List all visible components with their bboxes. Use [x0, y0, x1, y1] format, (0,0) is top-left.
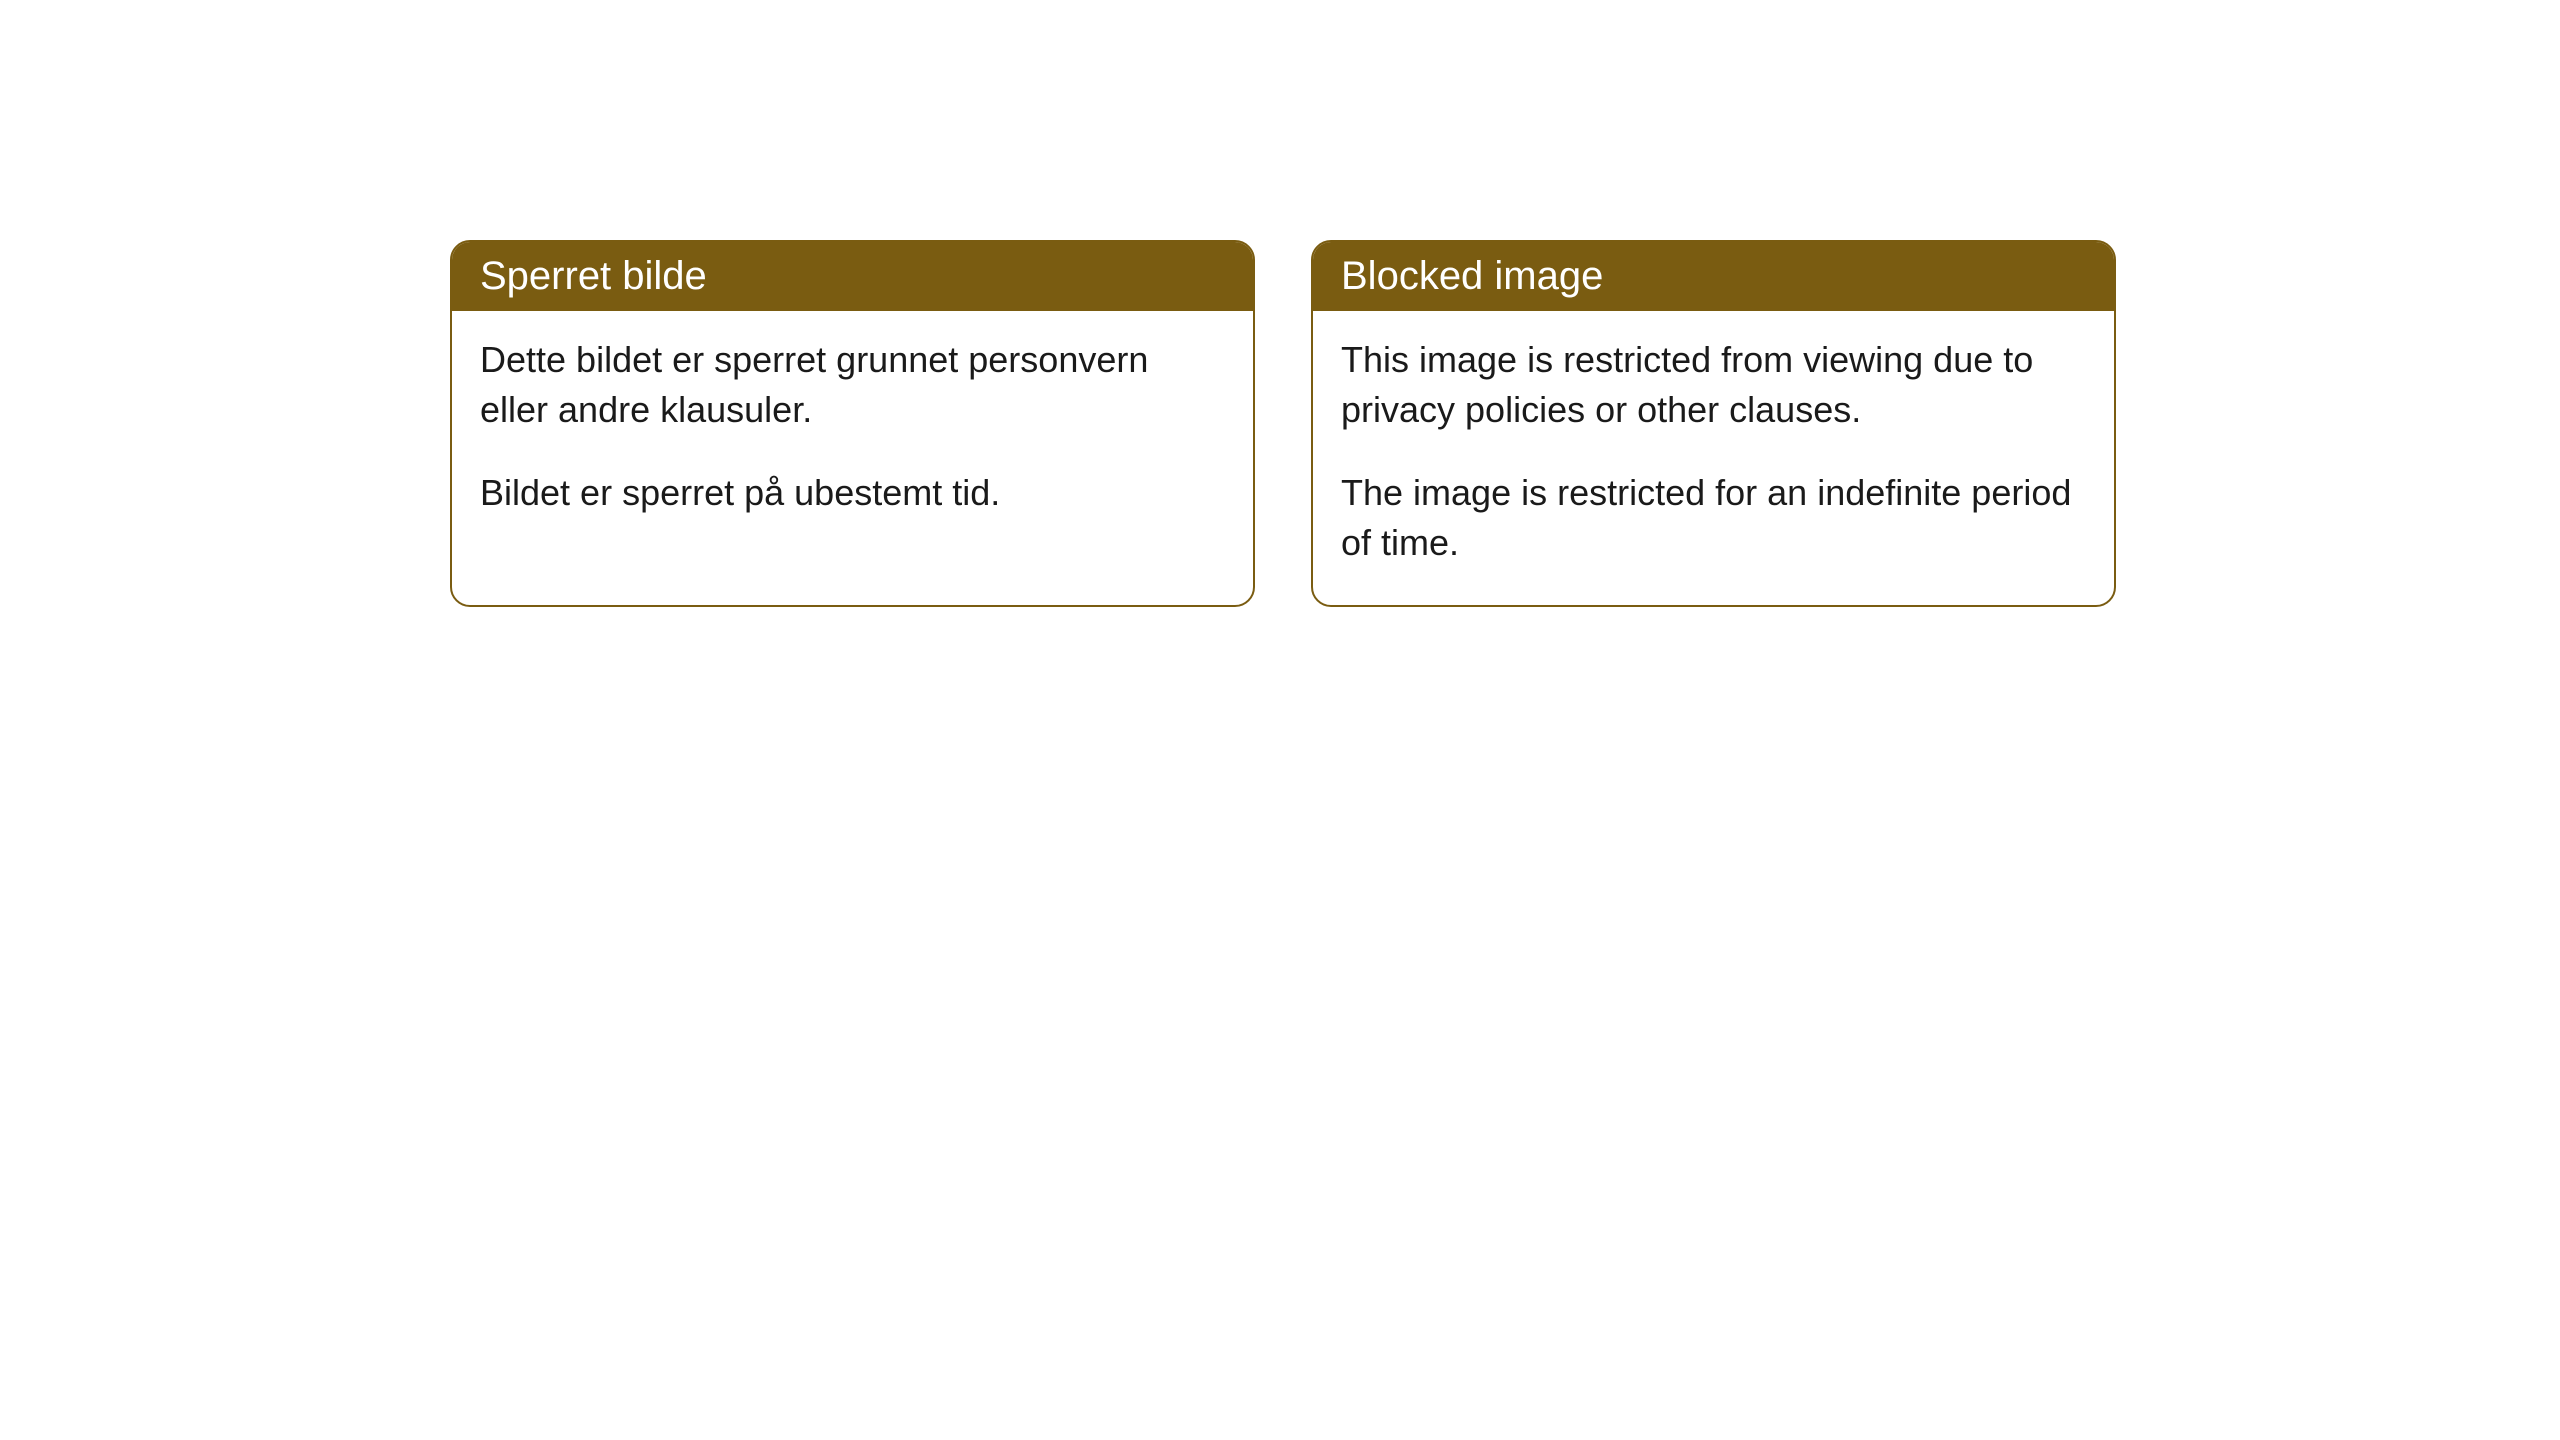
card-header-norwegian: Sperret bilde — [452, 242, 1253, 311]
card-header-english: Blocked image — [1313, 242, 2114, 311]
card-body-norwegian: Dette bildet er sperret grunnet personve… — [452, 311, 1253, 554]
card-paragraph: This image is restricted from viewing du… — [1341, 335, 2086, 436]
card-paragraph: Bildet er sperret på ubestemt tid. — [480, 468, 1225, 518]
cards-container: Sperret bilde Dette bildet er sperret gr… — [450, 240, 2560, 607]
card-paragraph: The image is restricted for an indefinit… — [1341, 468, 2086, 569]
card-english: Blocked image This image is restricted f… — [1311, 240, 2116, 607]
card-body-english: This image is restricted from viewing du… — [1313, 311, 2114, 605]
card-paragraph: Dette bildet er sperret grunnet personve… — [480, 335, 1225, 436]
card-norwegian: Sperret bilde Dette bildet er sperret gr… — [450, 240, 1255, 607]
